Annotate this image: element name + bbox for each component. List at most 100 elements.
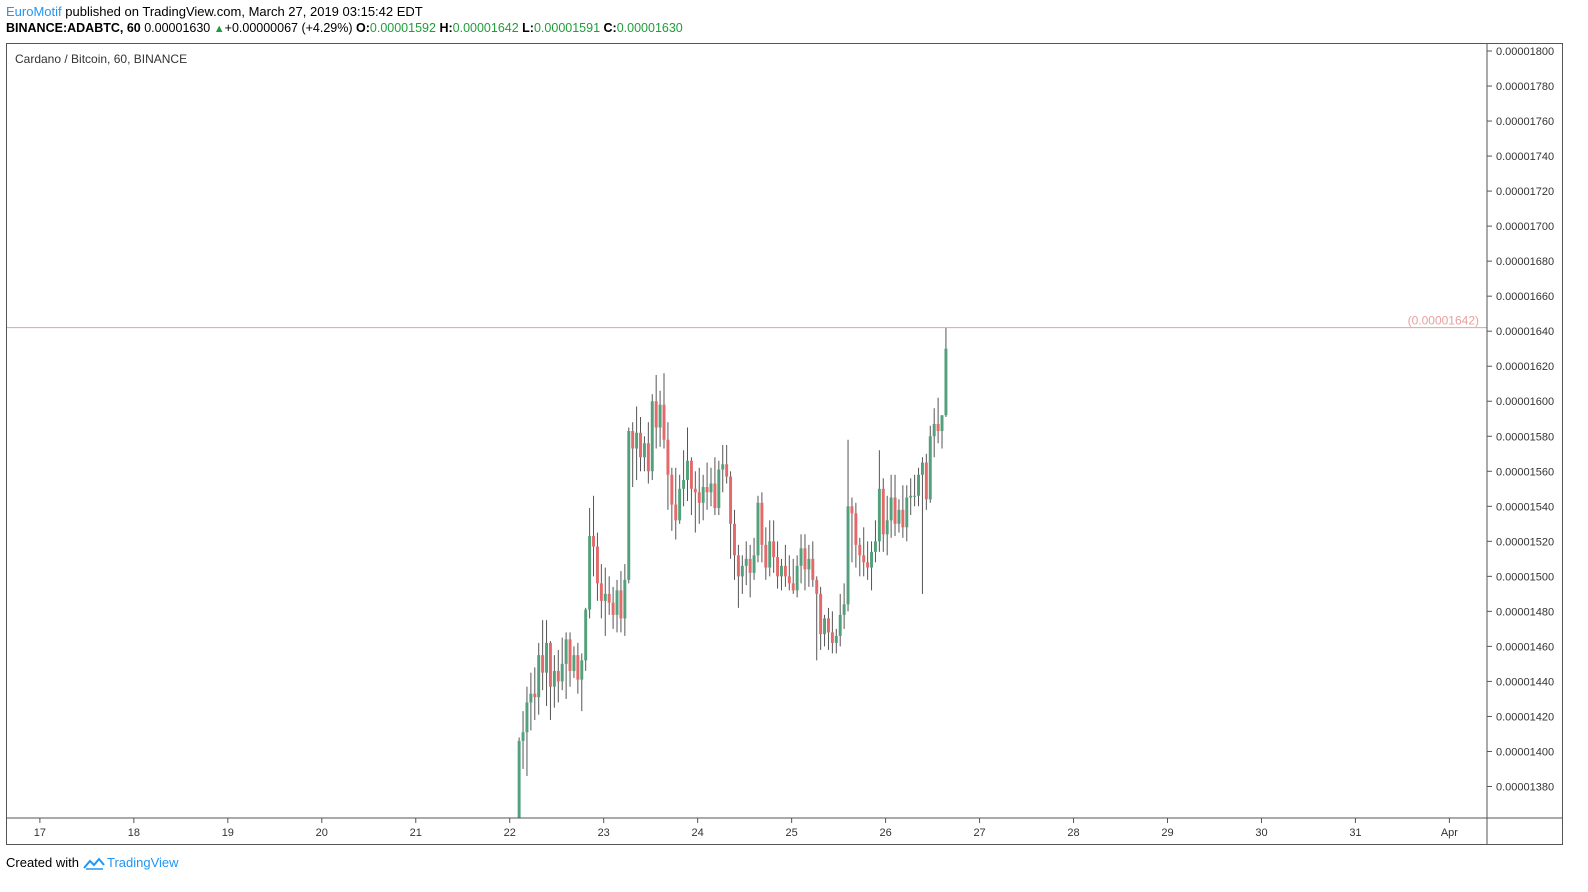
chart-frame[interactable] [6,43,1563,845]
candle-body-up [877,488,881,542]
price-tick-label: 0.00001800 [1496,46,1554,58]
candle-body-down [881,488,885,535]
candle-body-up [870,551,874,568]
candle-body-down [819,593,823,635]
time-tick-label: 21 [410,827,422,839]
price-tick-label: 0.00001380 [1496,781,1554,793]
candle-body-up [940,415,944,431]
candle-body-down [670,474,674,505]
candles-group [517,327,948,818]
candle-body-down [901,509,905,528]
price-axis[interactable]: 0.00001800 0.00001780 0.00001760 0.00001740… [1486,44,1554,844]
candle-body-down [815,579,819,594]
price-tick-label: 0.00001720 [1496,186,1554,198]
candle-body-up [799,548,803,566]
price-tick-label: 0.00001460 [1496,641,1554,653]
candle-body-up [873,541,877,552]
candle-body-up [928,436,932,500]
time-tick-label: 31 [1349,827,1361,839]
candle-body-up [682,480,686,489]
candle-body-down [748,558,752,573]
candle-body-down [611,602,615,615]
close-label: C: [603,21,617,35]
candle-body-down [607,593,611,603]
price-tick-label: 0.00001620 [1496,361,1554,373]
candle-body-up [823,618,827,635]
candle-body-up [564,639,568,664]
published-text: published on TradingView.com, March 27, … [61,4,423,19]
candle-body-up [701,487,705,503]
price-tick-label: 0.00001760 [1496,116,1554,128]
candle-body-down [893,497,897,524]
candle-body-down [689,460,693,489]
candle-body-up [650,401,654,472]
candle-body-down [791,583,795,591]
author-link[interactable]: EuroMotif [6,4,62,19]
candle-body-down [854,513,858,545]
candle-body-down [548,642,552,687]
candle-body-up [842,604,846,615]
candle-body-down [787,576,791,584]
candle-body-down [631,431,635,449]
candle-body-down [595,546,599,584]
candle-body-up [721,464,725,470]
footer: Created with TradingView [6,855,179,870]
price-tick-label: 0.00001640 [1496,326,1554,338]
candle-body-up [627,431,631,580]
time-tick-label: 18 [128,827,140,839]
tradingview-cloud-icon [83,856,105,870]
candle-body-up [768,541,772,568]
tradingview-brand: TradingView [106,855,179,870]
candle-body-up [913,495,917,497]
low-value: 0.00001591 [533,21,601,35]
candle-body-up [525,702,529,733]
price-tick-label: 0.00001560 [1496,466,1554,478]
candle-body-up [744,558,748,566]
candle-body-down [830,632,834,643]
time-tick-label: 19 [222,827,234,839]
candle-body-up [521,732,525,741]
candle-body-down [666,439,670,475]
candle-body-up [537,655,541,698]
candle-body-up [752,555,756,573]
candle-body-down [556,670,560,682]
time-tick-label: 29 [1161,827,1173,839]
candle-body-down [646,443,650,472]
tradingview-logo[interactable]: TradingView [83,855,179,870]
candle-body-up [846,506,850,605]
price-tick-label: 0.00001580 [1496,431,1554,443]
price-tick-label: 0.00001600 [1496,396,1554,408]
candle-body-up [658,404,662,428]
time-tick-label: 28 [1067,827,1079,839]
candle-body-up [909,495,913,498]
candle-body-up [545,642,549,673]
candle-body-down [776,557,780,577]
candle-body-down [568,639,572,671]
price-tick-label: 0.00001740 [1496,151,1554,163]
candle-body-down [733,523,736,556]
candle-body-down [592,536,595,547]
time-tick-label: 26 [879,827,891,839]
candle-body-up [932,423,936,437]
candle-body-down [654,401,658,428]
candle-body-up [635,432,639,449]
symbol-info: BINANCE:ADABTC, 60 0.00001630 ▲+0.000000… [6,21,683,35]
low-label: L: [522,21,534,35]
candle-body-up [560,663,564,682]
candle-body-up [678,488,682,521]
candle-body-down [811,558,815,580]
candle-body-down [862,555,866,563]
candle-body-up [920,462,924,475]
open-label: O: [356,21,370,35]
last-price: 0.00001630 [144,21,211,35]
time-tick-label: 24 [692,827,704,839]
candle-body-up [709,483,713,493]
candle-body-up [686,460,689,481]
time-tick-label: 20 [316,827,328,839]
candle-body-up [905,497,909,528]
symbol-name: BINANCE:ADABTC, 60 [6,21,141,35]
candle-body-up [642,443,646,458]
time-axis[interactable]: 17 18 19 20 21 22 23 24 25 26 27 28 29 30 31 Apr [7,817,1562,839]
candle-body-up [885,520,889,535]
